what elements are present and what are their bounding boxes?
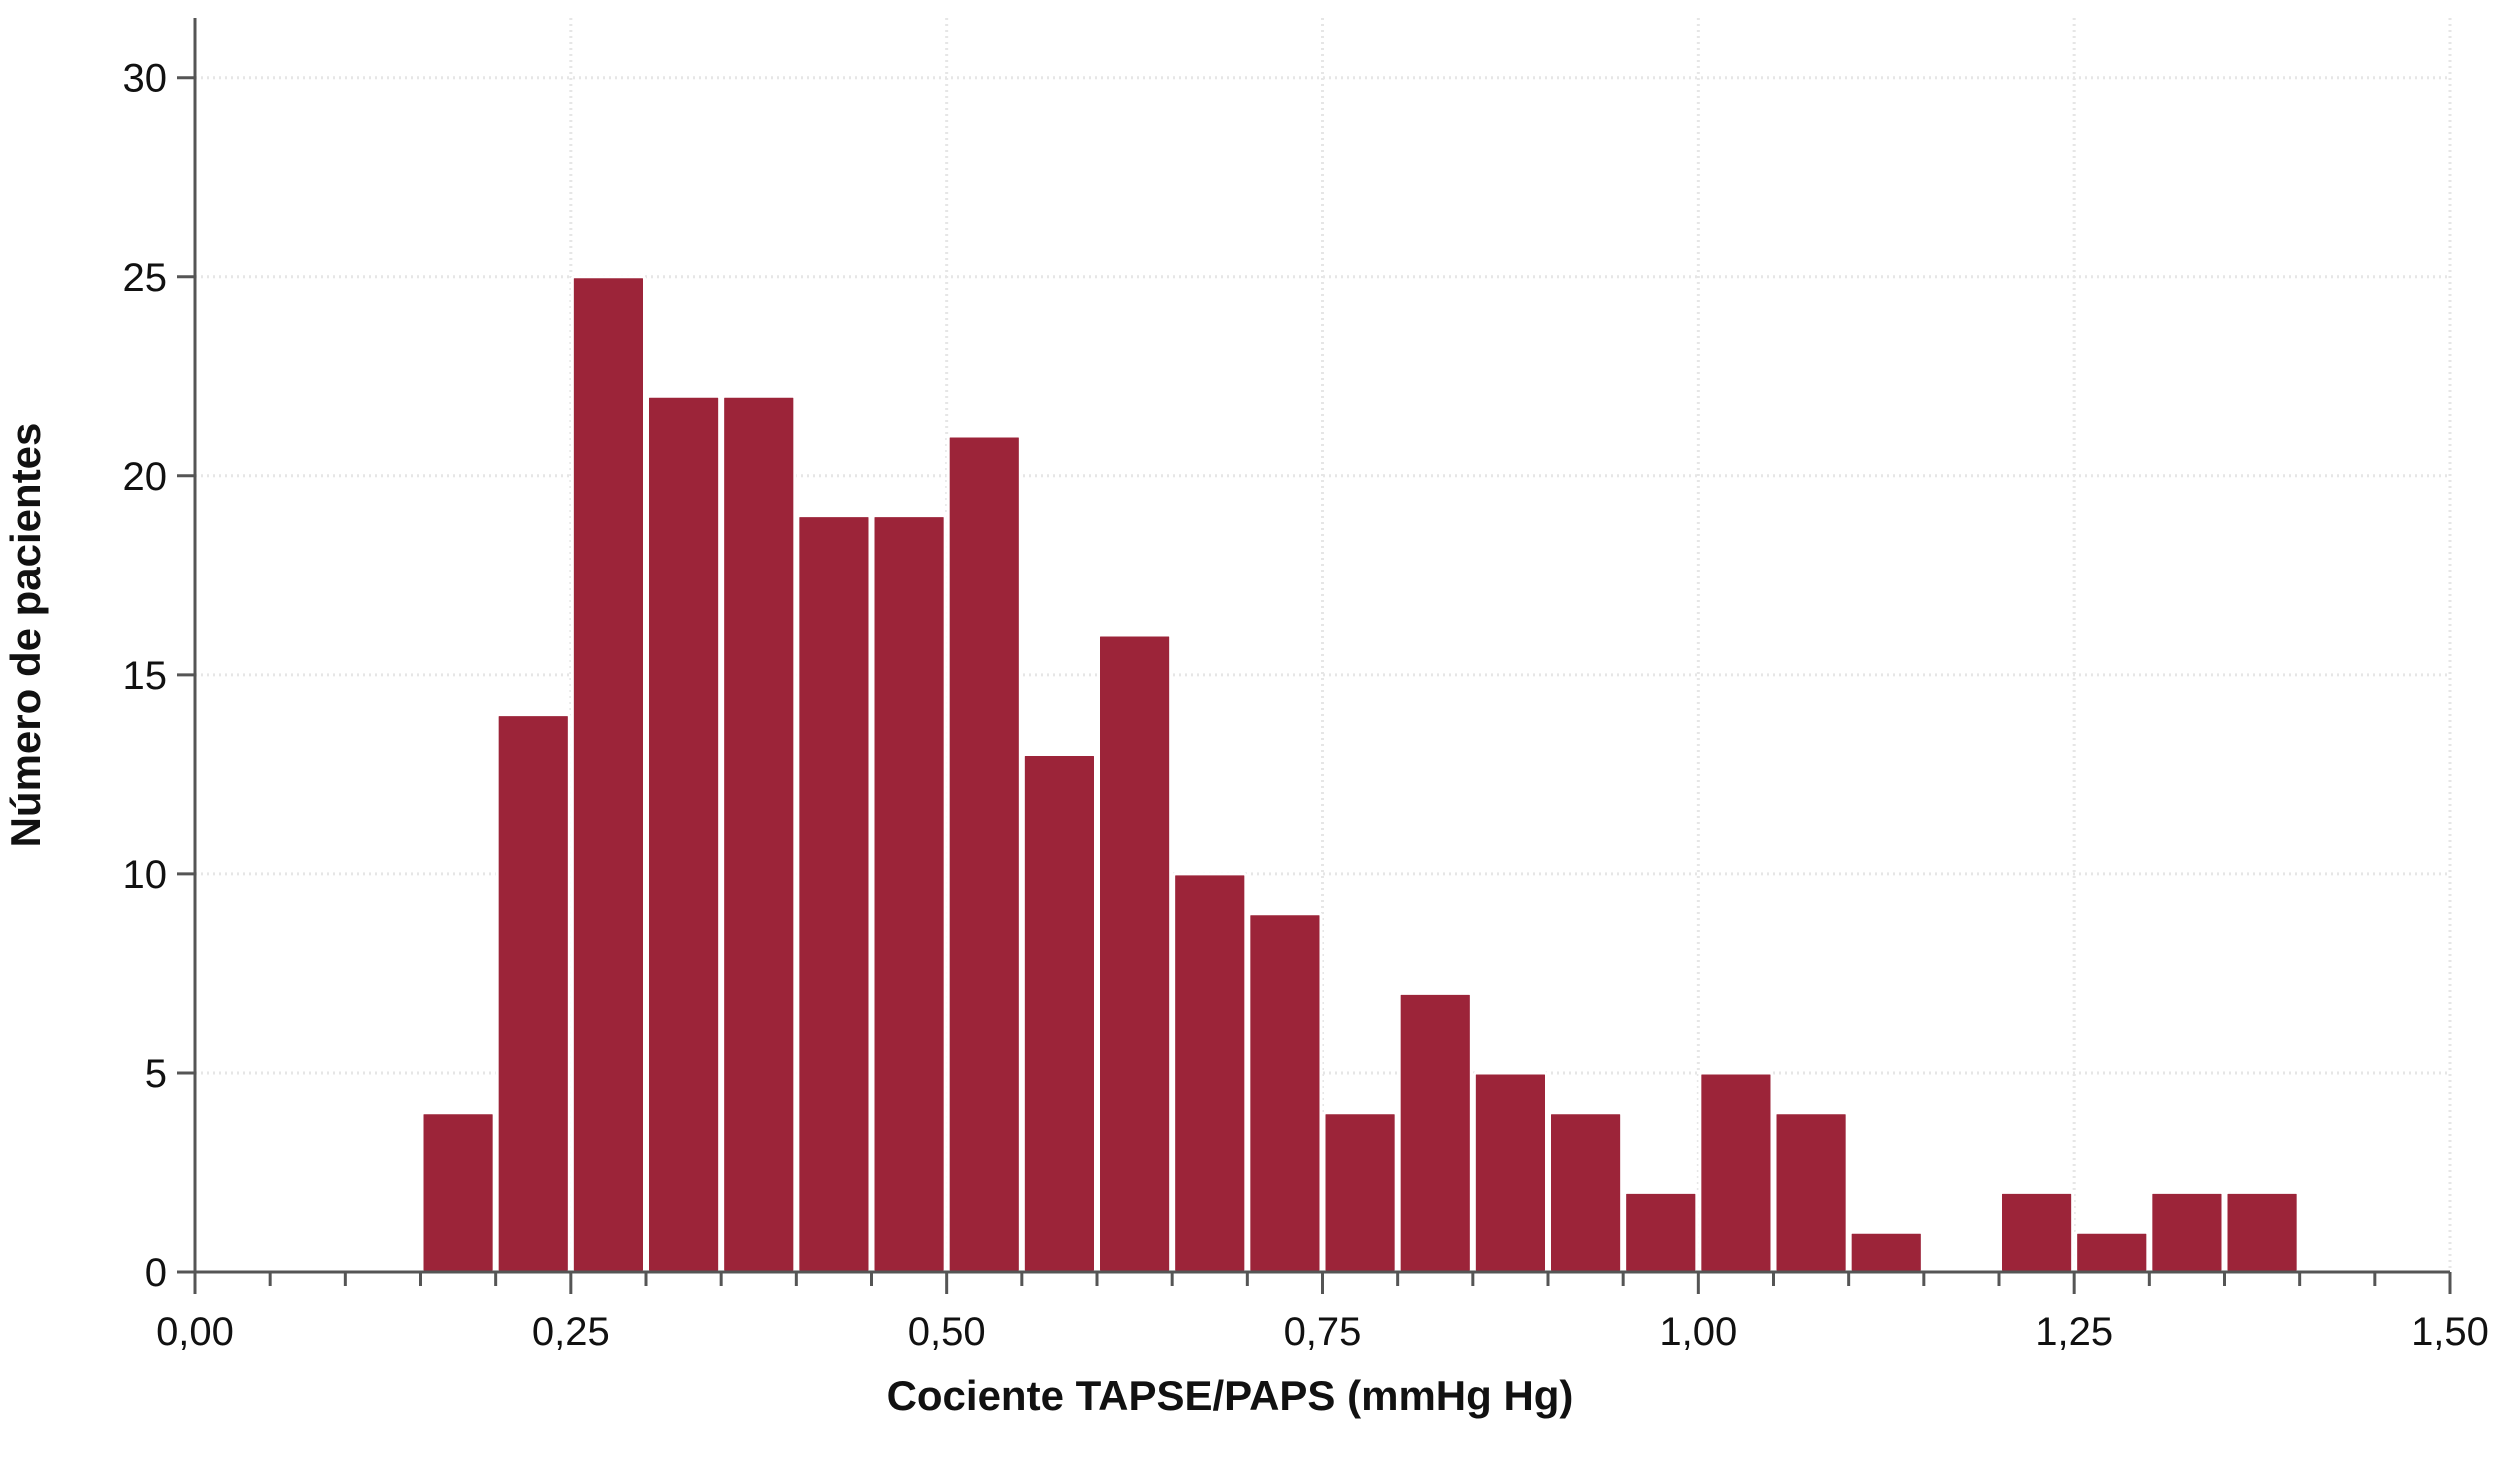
histogram-bar xyxy=(1773,1111,1849,1274)
y-tick-label: 20 xyxy=(123,455,168,499)
y-tick-label: 15 xyxy=(123,654,168,698)
histogram-bar xyxy=(1397,991,1473,1274)
histogram-bar xyxy=(420,1111,496,1274)
x-tick-label: 1,25 xyxy=(2035,1310,2113,1354)
x-tick-label: 0,75 xyxy=(1284,1310,1362,1354)
histogram-bar xyxy=(570,275,646,1274)
histogram-bar xyxy=(1097,633,1173,1274)
histogram-bar xyxy=(946,434,1022,1274)
axis-ticks: 0,00 0,25 0,50 0,75 1,00 1,25 1,50 0 5 10 15 20 25 30 xyxy=(123,57,2489,1354)
histogram-bar xyxy=(1021,752,1097,1274)
y-tick-label: 30 xyxy=(123,57,168,101)
histogram-bar xyxy=(796,514,872,1274)
histogram-bar xyxy=(1472,1071,1549,1274)
histogram-bar xyxy=(2074,1230,2150,1274)
x-tick-label: 0,00 xyxy=(156,1310,234,1354)
histogram-bar xyxy=(1548,1111,1624,1274)
histogram-bar xyxy=(1172,872,1248,1274)
histogram-bar xyxy=(1999,1190,2075,1274)
x-tick-label: 1,00 xyxy=(1659,1310,1737,1354)
y-tick-label: 5 xyxy=(145,1052,167,1096)
histogram-bar xyxy=(721,394,797,1274)
y-tick-label: 0 xyxy=(145,1251,167,1295)
histogram-bar xyxy=(495,713,571,1274)
histogram-bar xyxy=(1848,1230,1924,1274)
y-tick-label: 10 xyxy=(123,853,168,897)
histogram-bar xyxy=(2224,1190,2300,1274)
histogram-bar xyxy=(1623,1190,1699,1274)
x-tick-label: 0,25 xyxy=(532,1310,610,1354)
histogram-bar xyxy=(1247,912,1323,1274)
y-tick-label: 25 xyxy=(123,256,168,300)
histogram-bar xyxy=(1322,1111,1398,1274)
x-tick-label: 1,50 xyxy=(2411,1310,2489,1354)
x-axis-title: Cociente TAPSE/PAPS (mmHg Hg) xyxy=(887,1372,1574,1419)
histogram-bar xyxy=(2149,1190,2225,1274)
histogram-bars xyxy=(420,275,2300,1274)
x-tick-label: 0,50 xyxy=(908,1310,986,1354)
histogram-bar xyxy=(646,394,722,1274)
histogram-bar xyxy=(871,514,947,1274)
histogram-bar xyxy=(1698,1071,1774,1274)
y-axis-title: Número de pacientes xyxy=(2,423,49,848)
